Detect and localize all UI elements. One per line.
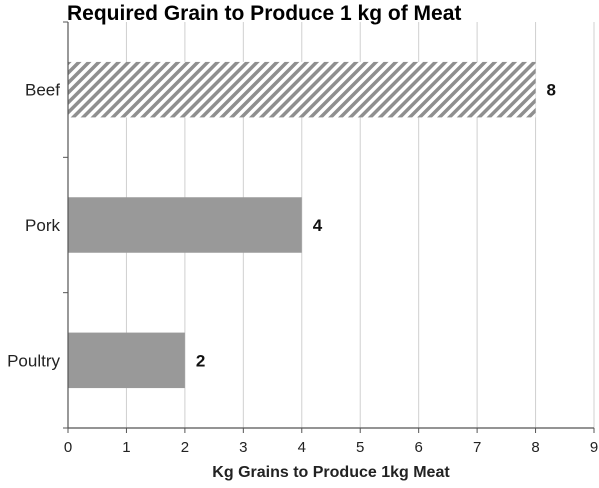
labels: 0 1 2 3 4 5 6 7 8 9 Beef 8 Pork 4 Poultry 2 [7, 81, 598, 456]
bar-pork [68, 197, 302, 253]
x-tick-label-1: 1 [122, 439, 130, 456]
x-tick-label-8: 8 [531, 439, 539, 456]
x-axis-title: Kg Grains to Produce 1kg Meat [212, 464, 450, 481]
bar-poultry [68, 332, 185, 389]
axes [63, 21, 595, 433]
category-label-poultry: Poultry [7, 351, 60, 370]
x-tick-label-6: 6 [414, 439, 422, 456]
bar-beef [68, 61, 536, 118]
x-tick-label-5: 5 [356, 439, 364, 456]
bars [68, 61, 536, 389]
x-tick-label-7: 7 [473, 439, 481, 456]
x-tick-label-9: 9 [590, 439, 598, 456]
x-tick-label-4: 4 [298, 439, 306, 456]
x-tick-label-3: 3 [239, 439, 247, 456]
x-tick-label-0: 0 [64, 439, 72, 456]
category-label-beef: Beef [25, 81, 60, 100]
x-tick-label-2: 2 [181, 439, 189, 456]
chart-title: Required Grain to Produce 1 kg of Meat [67, 2, 461, 25]
value-label-poultry: 2 [196, 351, 205, 370]
value-label-pork: 4 [313, 216, 323, 235]
category-label-pork: Pork [25, 216, 60, 235]
value-label-beef: 8 [547, 81, 556, 100]
